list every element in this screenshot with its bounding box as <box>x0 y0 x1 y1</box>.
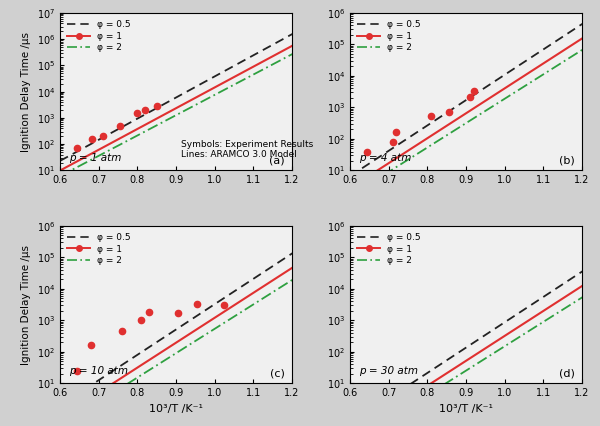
Y-axis label: Ignition Delay Time /µs: Ignition Delay Time /µs <box>21 245 31 365</box>
X-axis label: 10³/T /K⁻¹: 10³/T /K⁻¹ <box>149 404 203 414</box>
Text: p = 1 atm: p = 1 atm <box>69 153 122 163</box>
Text: (d): (d) <box>559 368 575 379</box>
Text: p = 10 atm: p = 10 atm <box>69 366 128 375</box>
Legend: φ = 0.5, φ = 1, φ = 2: φ = 0.5, φ = 1, φ = 2 <box>65 230 133 268</box>
Text: p = 30 atm: p = 30 atm <box>359 366 418 375</box>
Text: (c): (c) <box>270 368 285 379</box>
Text: p = 4 atm: p = 4 atm <box>359 153 412 163</box>
Legend: φ = 0.5, φ = 1, φ = 2: φ = 0.5, φ = 1, φ = 2 <box>355 230 424 268</box>
Legend: φ = 0.5, φ = 1, φ = 2: φ = 0.5, φ = 1, φ = 2 <box>65 17 133 55</box>
Y-axis label: Ignition Delay Time /µs: Ignition Delay Time /µs <box>21 32 31 152</box>
X-axis label: 10³/T /K⁻¹: 10³/T /K⁻¹ <box>439 404 493 414</box>
Legend: φ = 0.5, φ = 1, φ = 2: φ = 0.5, φ = 1, φ = 2 <box>355 17 424 55</box>
Text: (b): (b) <box>559 156 575 166</box>
Text: Symbols: Experiment Results
Lines: ARAMCO 3.0 Model: Symbols: Experiment Results Lines: ARAMC… <box>181 140 313 159</box>
Text: (a): (a) <box>269 156 285 166</box>
